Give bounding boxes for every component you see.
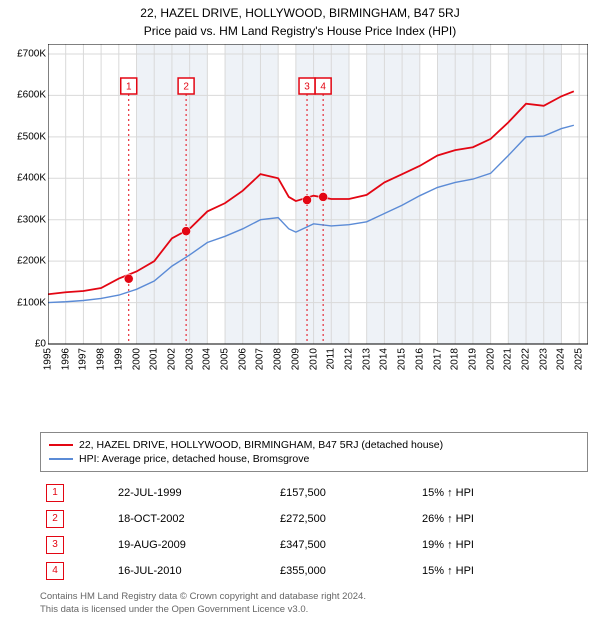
x-tick-label: 2012 — [343, 348, 354, 370]
x-tick-label: 1998 — [96, 348, 107, 370]
event-row: 2 18-OCT-2002£272,50026% ↑ HPI — [40, 506, 588, 532]
event-num-icon: 1 — [46, 484, 64, 502]
event-row: 1 22-JUL-1999£157,50015% ↑ HPI — [40, 480, 588, 506]
event-pct: 26% ↑ HPI — [416, 506, 588, 532]
event-date: 16-JUL-2010 — [112, 558, 274, 584]
event-price: £355,000 — [274, 558, 416, 584]
x-tick-label: 2014 — [379, 348, 390, 370]
x-tick-label: 2010 — [308, 348, 319, 370]
y-tick-label: £600K — [17, 90, 46, 101]
legend: 22, HAZEL DRIVE, HOLLYWOOD, BIRMINGHAM, … — [40, 432, 588, 472]
event-pct: 15% ↑ HPI — [416, 480, 588, 506]
svg-text:2: 2 — [183, 82, 189, 93]
legend-swatch-blue — [49, 458, 73, 460]
y-tick-label: £200K — [17, 256, 46, 267]
event-price: £347,500 — [274, 532, 416, 558]
x-tick-label: 2011 — [326, 348, 337, 370]
x-tick-label: 2002 — [166, 348, 177, 370]
x-tick-label: 2015 — [397, 348, 408, 370]
x-tick-label: 2021 — [503, 348, 514, 370]
x-tick-label: 2004 — [202, 348, 213, 370]
x-tick-label: 2007 — [255, 348, 266, 370]
x-tick-label: 2020 — [485, 348, 496, 370]
event-date: 18-OCT-2002 — [112, 506, 274, 532]
page-title: 22, HAZEL DRIVE, HOLLYWOOD, BIRMINGHAM, … — [0, 6, 600, 20]
x-tick-label: 2005 — [220, 348, 231, 370]
x-tick-label: 1995 — [43, 348, 54, 370]
x-tick-label: 2017 — [432, 348, 443, 370]
footer-line1: Contains HM Land Registry data © Crown c… — [40, 590, 588, 603]
event-row: 3 19-AUG-2009£347,50019% ↑ HPI — [40, 532, 588, 558]
x-tick-label: 2008 — [273, 348, 284, 370]
svg-text:3: 3 — [304, 82, 310, 93]
event-price: £157,500 — [274, 480, 416, 506]
event-num-icon: 2 — [46, 510, 64, 528]
x-tick-label: 1996 — [60, 348, 71, 370]
x-tick-label: 2009 — [290, 348, 301, 370]
x-tick-label: 2000 — [131, 348, 142, 370]
y-tick-label: £700K — [17, 49, 46, 60]
svg-text:1: 1 — [126, 82, 132, 93]
event-num-icon: 4 — [46, 562, 64, 580]
x-tick-label: 2001 — [149, 348, 160, 370]
x-tick-label: 2003 — [184, 348, 195, 370]
event-row: 4 16-JUL-2010£355,00015% ↑ HPI — [40, 558, 588, 584]
x-tick-label: 1999 — [113, 348, 124, 370]
events-table: 122-JUL-1999£157,50015% ↑ HPI218-OCT-200… — [40, 480, 588, 584]
x-tick-label: 2016 — [414, 348, 425, 370]
x-tick-label: 2013 — [361, 348, 372, 370]
x-tick-label: 2022 — [521, 348, 532, 370]
legend-swatch-red — [49, 444, 73, 446]
footer-line2: This data is licensed under the Open Gov… — [40, 603, 588, 616]
event-pct: 19% ↑ HPI — [416, 532, 588, 558]
price-chart: £0£100K£200K£300K£400K£500K£600K£700K 12… — [0, 44, 600, 394]
x-tick-label: 2018 — [450, 348, 461, 370]
x-tick-label: 2023 — [538, 348, 549, 370]
legend-label-blue: HPI: Average price, detached house, Brom… — [79, 453, 309, 465]
legend-label-red: 22, HAZEL DRIVE, HOLLYWOOD, BIRMINGHAM, … — [79, 439, 443, 451]
x-tick-label: 2025 — [574, 348, 585, 370]
x-tick-label: 2019 — [467, 348, 478, 370]
event-price: £272,500 — [274, 506, 416, 532]
y-tick-label: £400K — [17, 173, 46, 184]
x-tick-label: 1997 — [78, 348, 89, 370]
event-num-icon: 3 — [46, 536, 64, 554]
event-date: 22-JUL-1999 — [112, 480, 274, 506]
x-tick-label: 2006 — [237, 348, 248, 370]
y-tick-label: £300K — [17, 214, 46, 225]
x-tick-label: 2024 — [556, 348, 567, 370]
event-pct: 15% ↑ HPI — [416, 558, 588, 584]
y-tick-label: £100K — [17, 297, 46, 308]
svg-text:4: 4 — [320, 82, 326, 93]
footer: Contains HM Land Registry data © Crown c… — [40, 590, 588, 617]
event-date: 19-AUG-2009 — [112, 532, 274, 558]
page-subtitle: Price paid vs. HM Land Registry's House … — [0, 24, 600, 38]
y-tick-label: £500K — [17, 131, 46, 142]
